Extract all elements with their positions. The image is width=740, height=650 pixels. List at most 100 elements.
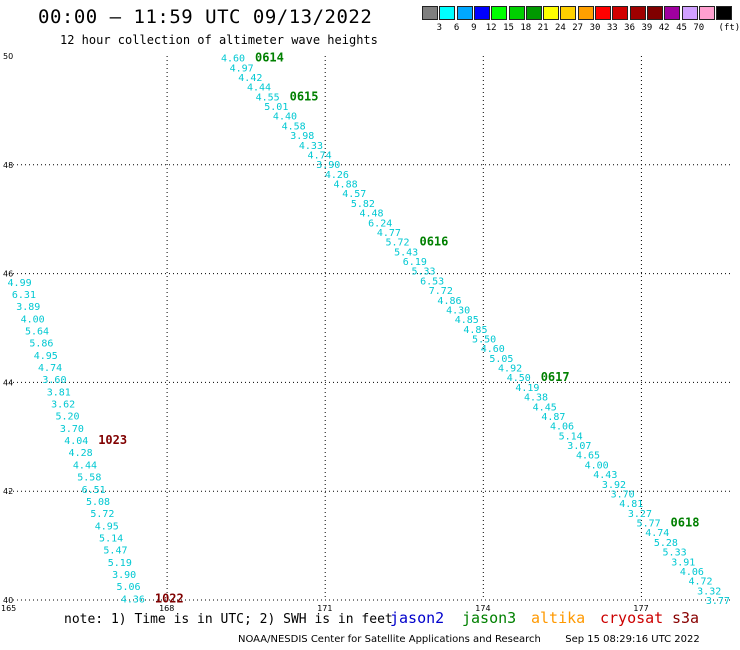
wave-height-label: 3.91	[671, 557, 695, 568]
legend-swatch	[612, 6, 629, 20]
wave-height-label: 4.42	[238, 73, 262, 84]
lon-tick-label: 174	[475, 604, 490, 613]
legend-label: 15	[503, 23, 514, 33]
wave-height-label: 5.58	[77, 473, 101, 484]
wave-height-label: 3.70	[60, 424, 84, 435]
wave-height-label: 5.14	[559, 431, 583, 442]
lat-tick-label: 42	[3, 487, 13, 496]
legend-unit: (ft)	[718, 23, 740, 33]
wave-height-label: 3.90	[316, 160, 340, 171]
wave-height-label: 4.38	[524, 393, 548, 404]
wave-height-label: 4.87	[541, 412, 565, 423]
satellite-cryosat: cryosat	[600, 609, 664, 627]
wave-height-label: 4.00	[585, 460, 609, 471]
wave-height-label: 5.28	[654, 538, 678, 549]
lat-tick-label: 46	[3, 270, 13, 279]
wave-height-label: 3.62	[51, 400, 75, 411]
wave-height-label: 5.19	[108, 558, 132, 569]
axis-labels: 165 168 171 174 177 40 42 44 46 48 50	[1, 52, 649, 613]
wave-height-label: 4.85	[455, 315, 479, 326]
wave-height-label: 4.97	[230, 63, 254, 74]
wave-height-label: 4.60	[481, 344, 505, 355]
altimeter-tracks: 4.604.974.424.444.555.014.404.583.984.33…	[8, 51, 730, 607]
wave-height-label: 3.89	[16, 302, 40, 313]
wave-height-label: 4.04	[64, 436, 88, 447]
legend-label: 42	[658, 23, 670, 33]
wave-height-label: 5.01	[264, 102, 288, 113]
lat-lon-grid	[9, 56, 731, 601]
wave-height-label: 4.74	[308, 150, 332, 161]
legend-label: 30	[589, 23, 601, 33]
wave-height-label: 5.72	[385, 238, 409, 249]
legend-label: 70	[693, 23, 705, 33]
pass-time-label: 0615	[290, 89, 319, 103]
legend-swatch	[508, 6, 525, 20]
wave-height-label: 3.60	[42, 375, 66, 386]
wave-height-label: 6.19	[403, 257, 427, 268]
wave-height-label: 4.95	[34, 351, 58, 362]
map-title: 00:00 – 11:59 UTC 09/13/2022	[38, 6, 373, 28]
wave-height-label: 5.14	[99, 533, 123, 544]
credit-line: NOAA/NESDIS Center for Satellite Applica…	[238, 634, 700, 645]
wave-height-label: 4.28	[69, 448, 93, 459]
wave-height-label: 3.70	[611, 489, 635, 500]
legend-label: 27	[572, 23, 584, 33]
wave-height-label: 4.45	[533, 402, 557, 413]
wave-height-label: 4.58	[282, 121, 306, 132]
wave-height-label: 3.98	[290, 131, 314, 142]
wave-height-label: 4.48	[360, 209, 384, 220]
legend-swatch	[577, 6, 594, 20]
wave-height-label: 4.36	[121, 594, 145, 605]
legend-label: 12	[485, 23, 497, 33]
legend-swatch	[560, 6, 577, 20]
satellite-jason2: jason2	[390, 609, 445, 627]
wave-height-label: 5.64	[25, 326, 49, 337]
lon-tick-label: 168	[159, 604, 174, 613]
lon-tick-label: 165	[1, 604, 16, 613]
wave-height-label: 6.31	[12, 290, 36, 301]
pass-time-label: 1022	[155, 591, 184, 605]
wave-height-label: 4.19	[515, 383, 539, 394]
legend-swatch	[681, 6, 698, 20]
satellite-jason3: jason3	[462, 609, 517, 627]
wave-height-label: 5.86	[29, 339, 53, 350]
legend-label: 24	[554, 23, 566, 33]
wave-height-label: 4.85	[463, 325, 487, 336]
legend-swatch	[664, 6, 681, 20]
wave-height-label: 5.72	[90, 509, 114, 520]
lat-tick-label: 44	[3, 378, 13, 387]
wave-height-label: 4.74	[645, 528, 669, 539]
wave-height-label: 4.06	[550, 422, 574, 433]
wave-height-label: 5.05	[489, 354, 513, 365]
wave-height-label: 5.20	[55, 412, 79, 423]
wave-height-label: 3.92	[602, 480, 626, 491]
wave-height-label: 4.43	[593, 470, 617, 481]
wave-height-label: 4.65	[576, 451, 600, 462]
wave-height-label: 3.27	[628, 509, 652, 520]
lat-tick-label: 48	[3, 161, 13, 170]
wave-height-label: 5.08	[86, 497, 110, 508]
satellite-altika: altika	[531, 609, 586, 627]
wave-height-label: 4.33	[299, 141, 323, 152]
wave-height-label: 4.74	[38, 363, 62, 374]
wave-height-label: 4.92	[498, 364, 522, 375]
legend-label: 33	[606, 23, 618, 33]
legend-swatch	[422, 6, 438, 20]
wave-height-label: 5.77	[637, 519, 661, 530]
wave-height-label: 4.72	[689, 577, 713, 588]
credit-source: NOAA/NESDIS Center for Satellite Applica…	[238, 634, 541, 645]
wave-height-label: 5.33	[663, 548, 687, 559]
wave-height-label: 3.81	[47, 387, 71, 398]
pass-time-label: 1023	[98, 433, 127, 447]
units-note: note: 1) Time is in UTC; 2) SWH is in fe…	[64, 612, 393, 627]
pass-time-label: 0617	[541, 370, 570, 384]
lat-tick-label: 40	[3, 596, 13, 605]
legend-swatch	[629, 6, 646, 20]
pass-time-label: 0618	[671, 516, 700, 530]
lon-tick-label: 171	[317, 604, 332, 613]
wave-height-label: 4.06	[680, 567, 704, 578]
legend-label: 18	[520, 23, 532, 33]
wave-height-label: 4.44	[73, 460, 97, 471]
wave-height-label: 7.72	[429, 286, 453, 297]
